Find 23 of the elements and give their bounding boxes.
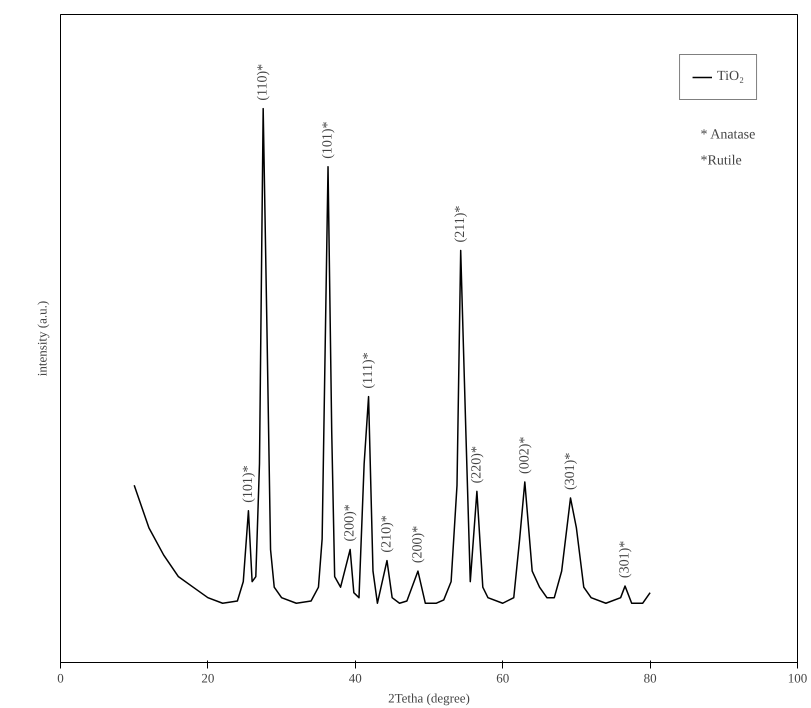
annotation: (211)* — [453, 206, 468, 242]
x-tick-label: 60 — [496, 670, 510, 686]
annotation: (101)* — [320, 121, 336, 159]
x-axis-title: 2Tetha (degree) — [388, 690, 470, 706]
annotation: (002)* — [517, 436, 532, 474]
x-tick-label: 0 — [57, 670, 64, 686]
annotation: (220)* — [469, 446, 484, 484]
annotation: (200)* — [342, 504, 358, 542]
x-tick-label: 20 — [201, 670, 214, 686]
x-tick-label: 80 — [644, 670, 657, 686]
annotation: (111)* — [361, 352, 376, 389]
annotation: (101)* — [240, 465, 256, 503]
annotation: (110)* — [256, 64, 271, 101]
y-axis-title: intensity (a.u.) — [34, 300, 50, 376]
annotation: (301)* — [618, 540, 633, 578]
annotation: * Anatase — [700, 128, 756, 142]
x-tick-label: 100 — [788, 670, 808, 686]
legend-label: TiO₂ — [717, 69, 744, 85]
x-tick-label: 40 — [348, 670, 362, 686]
annotation: (200)* — [410, 526, 426, 564]
annotation: (210)* — [379, 515, 394, 553]
annotation: (301)* — [563, 452, 578, 490]
annotation: *Rutile — [700, 154, 742, 168]
